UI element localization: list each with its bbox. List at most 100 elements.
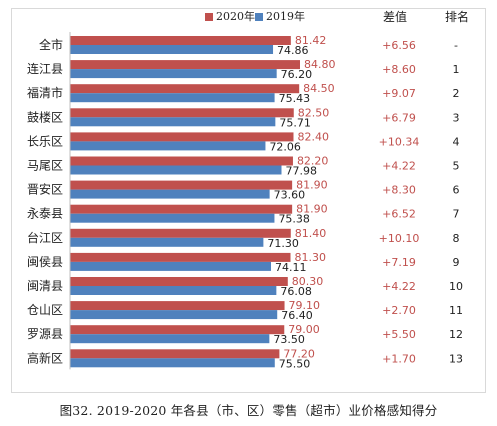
- difference-value: +4.22: [382, 280, 416, 293]
- bar-2019: [70, 237, 264, 247]
- bar-2020: [70, 277, 288, 286]
- rank-column-header: 排名: [445, 10, 470, 24]
- category-label: 福清市: [27, 85, 63, 100]
- category-label: 高新区: [27, 350, 63, 365]
- bar-2019: [70, 213, 275, 223]
- bar-2020: [70, 228, 291, 238]
- bar-2020: [70, 301, 285, 311]
- difference-value: +8.60: [382, 63, 416, 76]
- rank-value: 6: [453, 184, 460, 197]
- category-label: 全市: [39, 37, 63, 52]
- bar-2019: [70, 165, 282, 175]
- bar-2020: [70, 132, 294, 142]
- rank-value: 11: [449, 304, 463, 317]
- value-label-2019: 75.43: [279, 92, 311, 105]
- value-label-2019: 75.71: [279, 116, 311, 129]
- bar-2019: [70, 93, 275, 103]
- bar-2019: [70, 310, 278, 320]
- category-label: 罗源县: [27, 327, 63, 341]
- legend-label-2020: 2020年: [216, 10, 255, 23]
- difference-value: +7.19: [382, 256, 416, 269]
- bar-2019: [70, 45, 274, 54]
- value-label-2020: 84.80: [304, 58, 336, 71]
- value-label-2020: 80.30: [292, 275, 324, 288]
- bar-2020: [70, 60, 300, 70]
- bar-2020: [70, 108, 294, 118]
- bar-2019: [70, 141, 266, 151]
- rank-value: 3: [453, 111, 460, 124]
- rank-value: 9: [453, 256, 460, 269]
- bar-2019: [70, 261, 272, 271]
- rank-value: 13: [449, 352, 463, 365]
- category-label: 闽清县: [27, 279, 63, 293]
- rank-value: 12: [449, 328, 463, 341]
- category-label: 鼓楼区: [27, 109, 63, 124]
- value-label-2020: 82.40: [297, 130, 329, 143]
- difference-value: +1.70: [382, 352, 416, 365]
- rank-value: 4: [453, 135, 460, 148]
- bar-2019: [70, 286, 277, 295]
- category-label: 台江区: [27, 230, 63, 245]
- difference-value: +6.56: [382, 39, 416, 52]
- bar-2020: [70, 349, 280, 359]
- value-label-2020: 79.10: [289, 299, 321, 312]
- category-label: 连江县: [27, 61, 63, 76]
- category-label: 闽侯县: [27, 255, 63, 269]
- value-label-2019: 77.98: [286, 165, 318, 178]
- value-label-2019: 75.50: [279, 357, 311, 370]
- value-label-2019: 74.86: [277, 44, 309, 57]
- value-label-2019: 73.60: [274, 189, 306, 202]
- value-label-2020: 81.40: [295, 227, 327, 240]
- category-label: 马尾区: [27, 159, 63, 173]
- category-label: 永泰县: [27, 207, 63, 221]
- value-label-2020: 79.00: [288, 323, 320, 336]
- rank-value: -: [454, 39, 458, 52]
- value-label-2019: 71.30: [267, 237, 299, 250]
- value-label-2019: 72.06: [269, 140, 301, 153]
- bar-2020: [70, 204, 293, 214]
- difference-value: +10.34: [379, 135, 420, 148]
- difference-value: +6.79: [382, 111, 416, 124]
- difference-value: +5.50: [382, 328, 416, 341]
- category-label: 仓山区: [27, 303, 63, 317]
- bar-2020: [70, 156, 293, 166]
- rank-value: 8: [453, 232, 460, 245]
- legend-swatch-2020: [205, 13, 213, 21]
- bar-2020: [70, 180, 293, 190]
- value-label-2019: 76.08: [280, 285, 312, 298]
- category-label: 长乐区: [27, 134, 63, 148]
- rank-value: 1: [453, 63, 460, 76]
- bar-2020: [70, 325, 285, 335]
- category-label: 晋安区: [27, 182, 63, 197]
- rank-value: 10: [449, 280, 463, 293]
- legend-item-2020: 2020年: [205, 10, 255, 24]
- difference-value: +2.70: [382, 304, 416, 317]
- value-label-2019: 74.11: [275, 261, 307, 274]
- bar-2020: [70, 84, 300, 94]
- difference-value: +10.10: [379, 232, 420, 245]
- bar-2019: [70, 189, 270, 199]
- difference-value: +8.30: [382, 184, 416, 197]
- bar-2019: [70, 358, 275, 368]
- value-label-2019: 75.38: [278, 213, 310, 226]
- value-label-2019: 73.50: [273, 333, 305, 346]
- value-label-2019: 76.20: [281, 68, 313, 81]
- rank-value: 7: [453, 208, 460, 221]
- figure-caption: 图32. 2019-2020 年各县（市、区）零售（超市）业价格感知得分: [59, 403, 438, 418]
- difference-value: +9.07: [382, 87, 416, 100]
- legend-label-2019: 2019年: [266, 10, 305, 23]
- bar-2019: [70, 117, 276, 127]
- value-label-2019: 76.40: [281, 309, 313, 322]
- value-label-2020: 81.90: [296, 203, 328, 216]
- difference-value: +6.52: [382, 208, 416, 221]
- diff-column-header: 差值: [383, 10, 408, 24]
- bar-2019: [70, 69, 277, 79]
- value-label-2020: 81.30: [295, 251, 327, 264]
- legend-item-2019: 2019年: [255, 10, 305, 24]
- value-label-2020: 77.20: [283, 347, 315, 360]
- value-label-2020: 81.42: [295, 34, 327, 47]
- rank-value: 5: [453, 160, 460, 173]
- value-label-2020: 84.50: [303, 82, 335, 95]
- legend-swatch-2019: [255, 13, 263, 21]
